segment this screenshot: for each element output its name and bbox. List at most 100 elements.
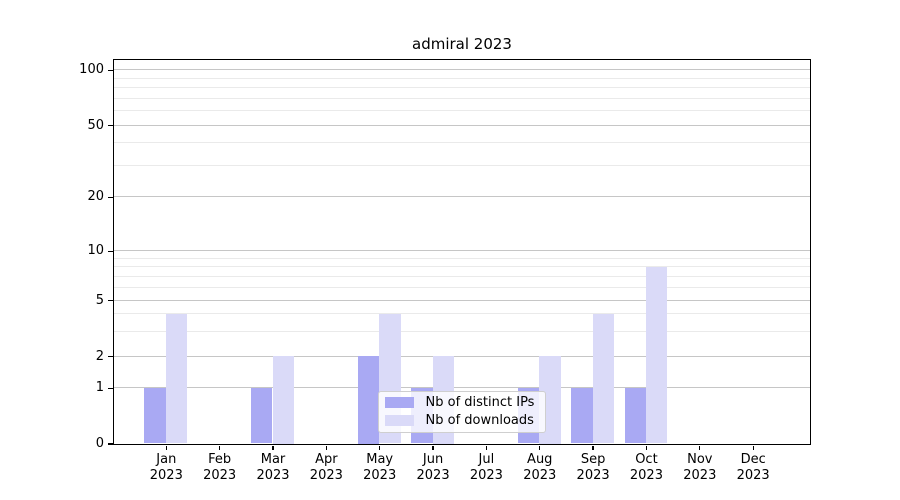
legend-item-distinct-ips: Nb of distinct IPs	[384, 395, 545, 411]
x-tick-month: Jan	[156, 452, 177, 467]
x-tick-label: Mar 2023	[233, 452, 313, 483]
y-tick-mark	[108, 443, 113, 445]
gridline-major	[113, 69, 810, 71]
y-tick-mark	[108, 387, 113, 389]
x-tick-month: Feb	[208, 452, 232, 467]
gridline-minor	[113, 313, 810, 315]
y-tick-mark	[108, 124, 113, 127]
y-tick-label: 1	[95, 380, 104, 396]
x-tick-label: May 2023	[340, 452, 420, 483]
y-tick-label: 2	[95, 348, 104, 364]
gridline-minor	[113, 164, 810, 166]
legend: Nb of distinct IPs Nb of downloads	[377, 390, 546, 433]
y-tick-mark	[108, 196, 113, 198]
x-tick-label: Sep 2023	[553, 452, 633, 483]
bar-distinct-ips-may	[357, 356, 380, 444]
gridline-minor	[113, 77, 810, 79]
gridline-minor	[113, 330, 810, 332]
legend-item-downloads: Nb of downloads	[384, 412, 545, 428]
x-tick-mark	[752, 445, 754, 451]
legend-swatch-distinct-ips	[384, 397, 414, 409]
x-tick-label: Aug 2023	[500, 452, 580, 483]
x-tick-mark	[219, 445, 221, 451]
x-tick-mark	[592, 445, 594, 451]
x-tick-year: 2023	[363, 467, 397, 483]
x-tick-mark	[699, 445, 701, 451]
x-tick-mark	[645, 445, 648, 451]
y-tick-label: 50	[87, 117, 104, 133]
x-tick-label: Oct 2023	[606, 452, 686, 483]
x-tick-month: Sep	[580, 452, 606, 467]
x-tick-label: Nov 2023	[660, 452, 740, 483]
gridline-minor	[113, 87, 810, 89]
chart-title: admiral 2023	[412, 35, 512, 53]
x-tick-label: Feb 2023	[180, 452, 260, 483]
gridline-minor	[113, 286, 810, 288]
bar-distinct-ips-mar	[251, 387, 273, 444]
gridline-major	[113, 299, 810, 301]
x-tick-mark	[432, 445, 434, 451]
x-tick-label: Jan 2023	[126, 452, 206, 483]
x-tick-year: 2023	[576, 467, 610, 483]
x-tick-year: 2023	[736, 467, 770, 483]
x-tick-month: Aug	[527, 452, 553, 467]
gridline-major	[113, 196, 810, 198]
x-tick-month: May	[366, 452, 394, 467]
x-tick-mark	[272, 445, 274, 451]
x-tick-label: Jul 2023	[446, 452, 526, 483]
x-tick-year: 2023	[203, 467, 237, 483]
x-tick-mark	[539, 445, 541, 451]
x-tick-mark	[325, 445, 327, 451]
x-tick-mark	[485, 445, 488, 451]
y-tick-label: 100	[79, 62, 104, 78]
bar-downloads-jan	[165, 313, 188, 444]
x-tick-label: Dec 2023	[713, 452, 793, 483]
gridline-minor	[113, 275, 810, 277]
x-tick-mark	[379, 445, 381, 451]
x-tick-year: 2023	[149, 467, 183, 483]
legend-swatch-downloads	[384, 414, 414, 426]
x-tick-year: 2023	[309, 467, 343, 483]
gridline-major	[113, 355, 810, 357]
gridline-major	[113, 250, 810, 252]
x-tick-month: Mar	[260, 452, 286, 467]
gridline-minor	[113, 141, 810, 143]
bar-distinct-ips-jan	[144, 387, 166, 444]
x-tick-month: Nov	[687, 452, 713, 467]
bar-downloads-mar	[272, 356, 294, 444]
legend-label-downloads: Nb of downloads	[425, 412, 534, 428]
y-tick-mark	[108, 69, 113, 71]
bar-downloads-oct	[645, 266, 668, 444]
x-tick-month: Jul	[478, 452, 495, 467]
y-tick-label: 5	[95, 292, 104, 308]
y-tick-mark	[108, 250, 113, 252]
bar-distinct-ips-sep	[571, 387, 593, 444]
x-tick-year: 2023	[256, 467, 290, 483]
gridline-minor	[113, 266, 810, 268]
plot-area: Nb of distinct IPs Nb of downloads	[112, 58, 811, 445]
gridline-major	[113, 387, 810, 389]
x-tick-year: 2023	[629, 467, 663, 483]
x-tick-label: Apr 2023	[286, 452, 366, 483]
gridline-minor	[113, 109, 810, 111]
bar-distinct-ips-oct	[624, 387, 646, 444]
bar-downloads-sep	[592, 313, 614, 444]
y-tick-mark	[108, 355, 113, 358]
y-tick-label: 20	[87, 189, 104, 205]
x-tick-year: 2023	[416, 467, 450, 483]
x-tick-year: 2023	[469, 467, 503, 483]
x-tick-label: Jun 2023	[393, 452, 473, 483]
gridline-major	[113, 124, 810, 126]
x-tick-month: Oct	[635, 452, 658, 467]
x-tick-month: Apr	[315, 452, 338, 467]
y-tick-mark	[108, 299, 113, 302]
x-tick-month: Jun	[422, 452, 444, 467]
x-tick-year: 2023	[683, 467, 717, 483]
x-tick-month: Dec	[740, 452, 766, 467]
y-tick-label: 10	[87, 243, 104, 259]
legend-label-distinct-ips: Nb of distinct IPs	[425, 395, 535, 411]
x-tick-year: 2023	[523, 467, 557, 483]
y-tick-label: 0	[95, 436, 104, 451]
gridline-minor	[113, 97, 810, 99]
